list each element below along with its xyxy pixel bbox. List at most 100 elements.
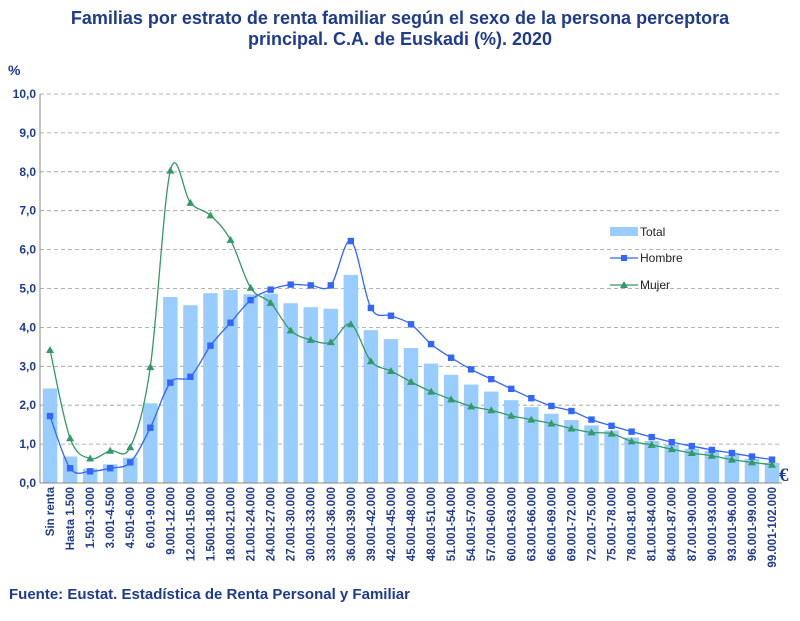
- bar-total: [764, 462, 780, 483]
- point-mujer: [447, 395, 456, 403]
- point-hombre: [387, 312, 395, 319]
- legend-label-mujer: Mujer: [640, 278, 670, 292]
- legend-label-hombre: Hombre: [640, 251, 683, 265]
- point-mujer: [306, 335, 315, 343]
- point-mujer: [767, 460, 776, 468]
- y-tick-label: 0,0: [19, 476, 36, 490]
- line-mujer: [49, 162, 773, 466]
- x-tick-label: 78.001-81.000: [627, 487, 639, 561]
- point-hombre: [708, 446, 716, 454]
- x-tick-label: 21.001-24.000: [246, 487, 258, 561]
- x-axis-unit: €: [779, 465, 789, 486]
- x-tick-label: 60.001-63.000: [506, 487, 518, 561]
- bar-total: [604, 430, 619, 483]
- point-mujer: [166, 166, 175, 174]
- point-mujer: [326, 338, 335, 346]
- bar-total: [624, 437, 639, 483]
- bars-total: [42, 274, 780, 483]
- y-tick-label: 3,0: [19, 359, 36, 373]
- point-hombre: [728, 449, 736, 457]
- point-mujer: [266, 298, 275, 306]
- point-hombre: [447, 354, 455, 361]
- x-tick-label: Hasta 1.500: [65, 487, 77, 550]
- x-tick-label: 84.001-87.000: [667, 487, 679, 561]
- x-tick-label: 51.001-54.000: [446, 487, 458, 561]
- legend-swatch-total: [610, 227, 638, 236]
- point-mujer: [126, 443, 135, 451]
- point-mujer: [507, 411, 516, 419]
- point-mujer: [567, 424, 576, 432]
- point-hombre: [167, 379, 174, 386]
- x-tick-label: 87.001-90.000: [687, 487, 699, 561]
- bar-total: [263, 293, 278, 483]
- chart-title: Familias por estrato de renta familiar s…: [0, 8, 800, 50]
- point-mujer: [747, 458, 756, 466]
- point-mujer: [727, 455, 736, 463]
- y-tick-label: 9,0: [19, 126, 36, 140]
- point-mujer: [346, 320, 355, 328]
- point-hombre: [768, 456, 776, 463]
- legend-label-total: Total: [640, 225, 665, 239]
- point-mujer: [527, 415, 536, 423]
- bar-total: [363, 330, 379, 483]
- source-note: Fuente: Eustat. Estadística de Renta Per…: [9, 586, 410, 603]
- point-hombre: [548, 402, 555, 410]
- point-mujer: [146, 363, 155, 371]
- y-tick-label: 10,0: [13, 87, 37, 101]
- x-tick-label: 12.001-15.000: [185, 487, 197, 561]
- bar-total: [463, 384, 479, 483]
- bar-total: [143, 403, 158, 483]
- bar-total: [42, 388, 58, 483]
- point-mujer: [386, 366, 395, 374]
- point-mujer: [487, 406, 496, 414]
- x-tick-label: 24.001-27.000: [266, 487, 278, 561]
- point-hombre: [327, 282, 334, 289]
- point-mujer: [427, 387, 436, 395]
- point-hombre: [66, 465, 74, 472]
- bar-total: [323, 308, 339, 483]
- point-hombre: [127, 459, 134, 466]
- y-tick-label: 5,0: [19, 282, 36, 296]
- x-tick-label: 27.001-30.000: [286, 487, 298, 561]
- point-mujer: [607, 429, 616, 437]
- point-hombre: [608, 422, 615, 430]
- x-tick-label: 81.001-84.000: [647, 487, 659, 561]
- point-mujer: [467, 402, 476, 410]
- bar-total: [443, 374, 459, 483]
- point-mujer: [547, 419, 556, 427]
- point-mujer: [627, 437, 636, 445]
- point-mujer: [186, 198, 195, 206]
- x-tick-label: 30.001-33.000: [306, 487, 318, 561]
- point-hombre: [648, 433, 655, 441]
- point-hombre: [407, 321, 415, 328]
- point-hombre: [147, 424, 154, 431]
- y-tick-label: 2,0: [19, 398, 36, 412]
- point-mujer: [647, 440, 656, 448]
- x-tick-label: 72.001-75.000: [586, 487, 598, 561]
- legend-marker-mujer: [620, 281, 628, 288]
- bar-total: [684, 448, 699, 483]
- x-tick-label: 63.001-66.000: [526, 487, 538, 561]
- chart-title-line-1: Familias por estrato de renta familiar s…: [70, 8, 730, 28]
- point-mujer: [366, 357, 375, 365]
- point-hombre: [748, 453, 756, 460]
- point-mujer: [106, 446, 115, 454]
- point-hombre: [688, 442, 695, 450]
- x-tick-label: Sin renta: [45, 486, 57, 536]
- x-tick-label: 1.501-3.000: [85, 487, 97, 548]
- point-mujer: [66, 434, 75, 442]
- bar-total: [644, 440, 659, 483]
- point-hombre: [207, 342, 214, 349]
- y-tick-label: 7,0: [19, 204, 36, 218]
- x-tick-label: 57.001-60.000: [486, 487, 498, 561]
- point-mujer: [286, 326, 295, 334]
- x-tick-label: 6.001-9.000: [145, 487, 157, 548]
- point-mujer: [46, 345, 55, 353]
- x-tick-label: 45.001-48.000: [406, 487, 418, 561]
- point-mujer: [407, 377, 415, 385]
- x-tick-label: 75.001-78.000: [607, 487, 619, 561]
- bar-total: [504, 400, 519, 483]
- bar-total: [584, 425, 599, 483]
- point-hombre: [227, 319, 234, 326]
